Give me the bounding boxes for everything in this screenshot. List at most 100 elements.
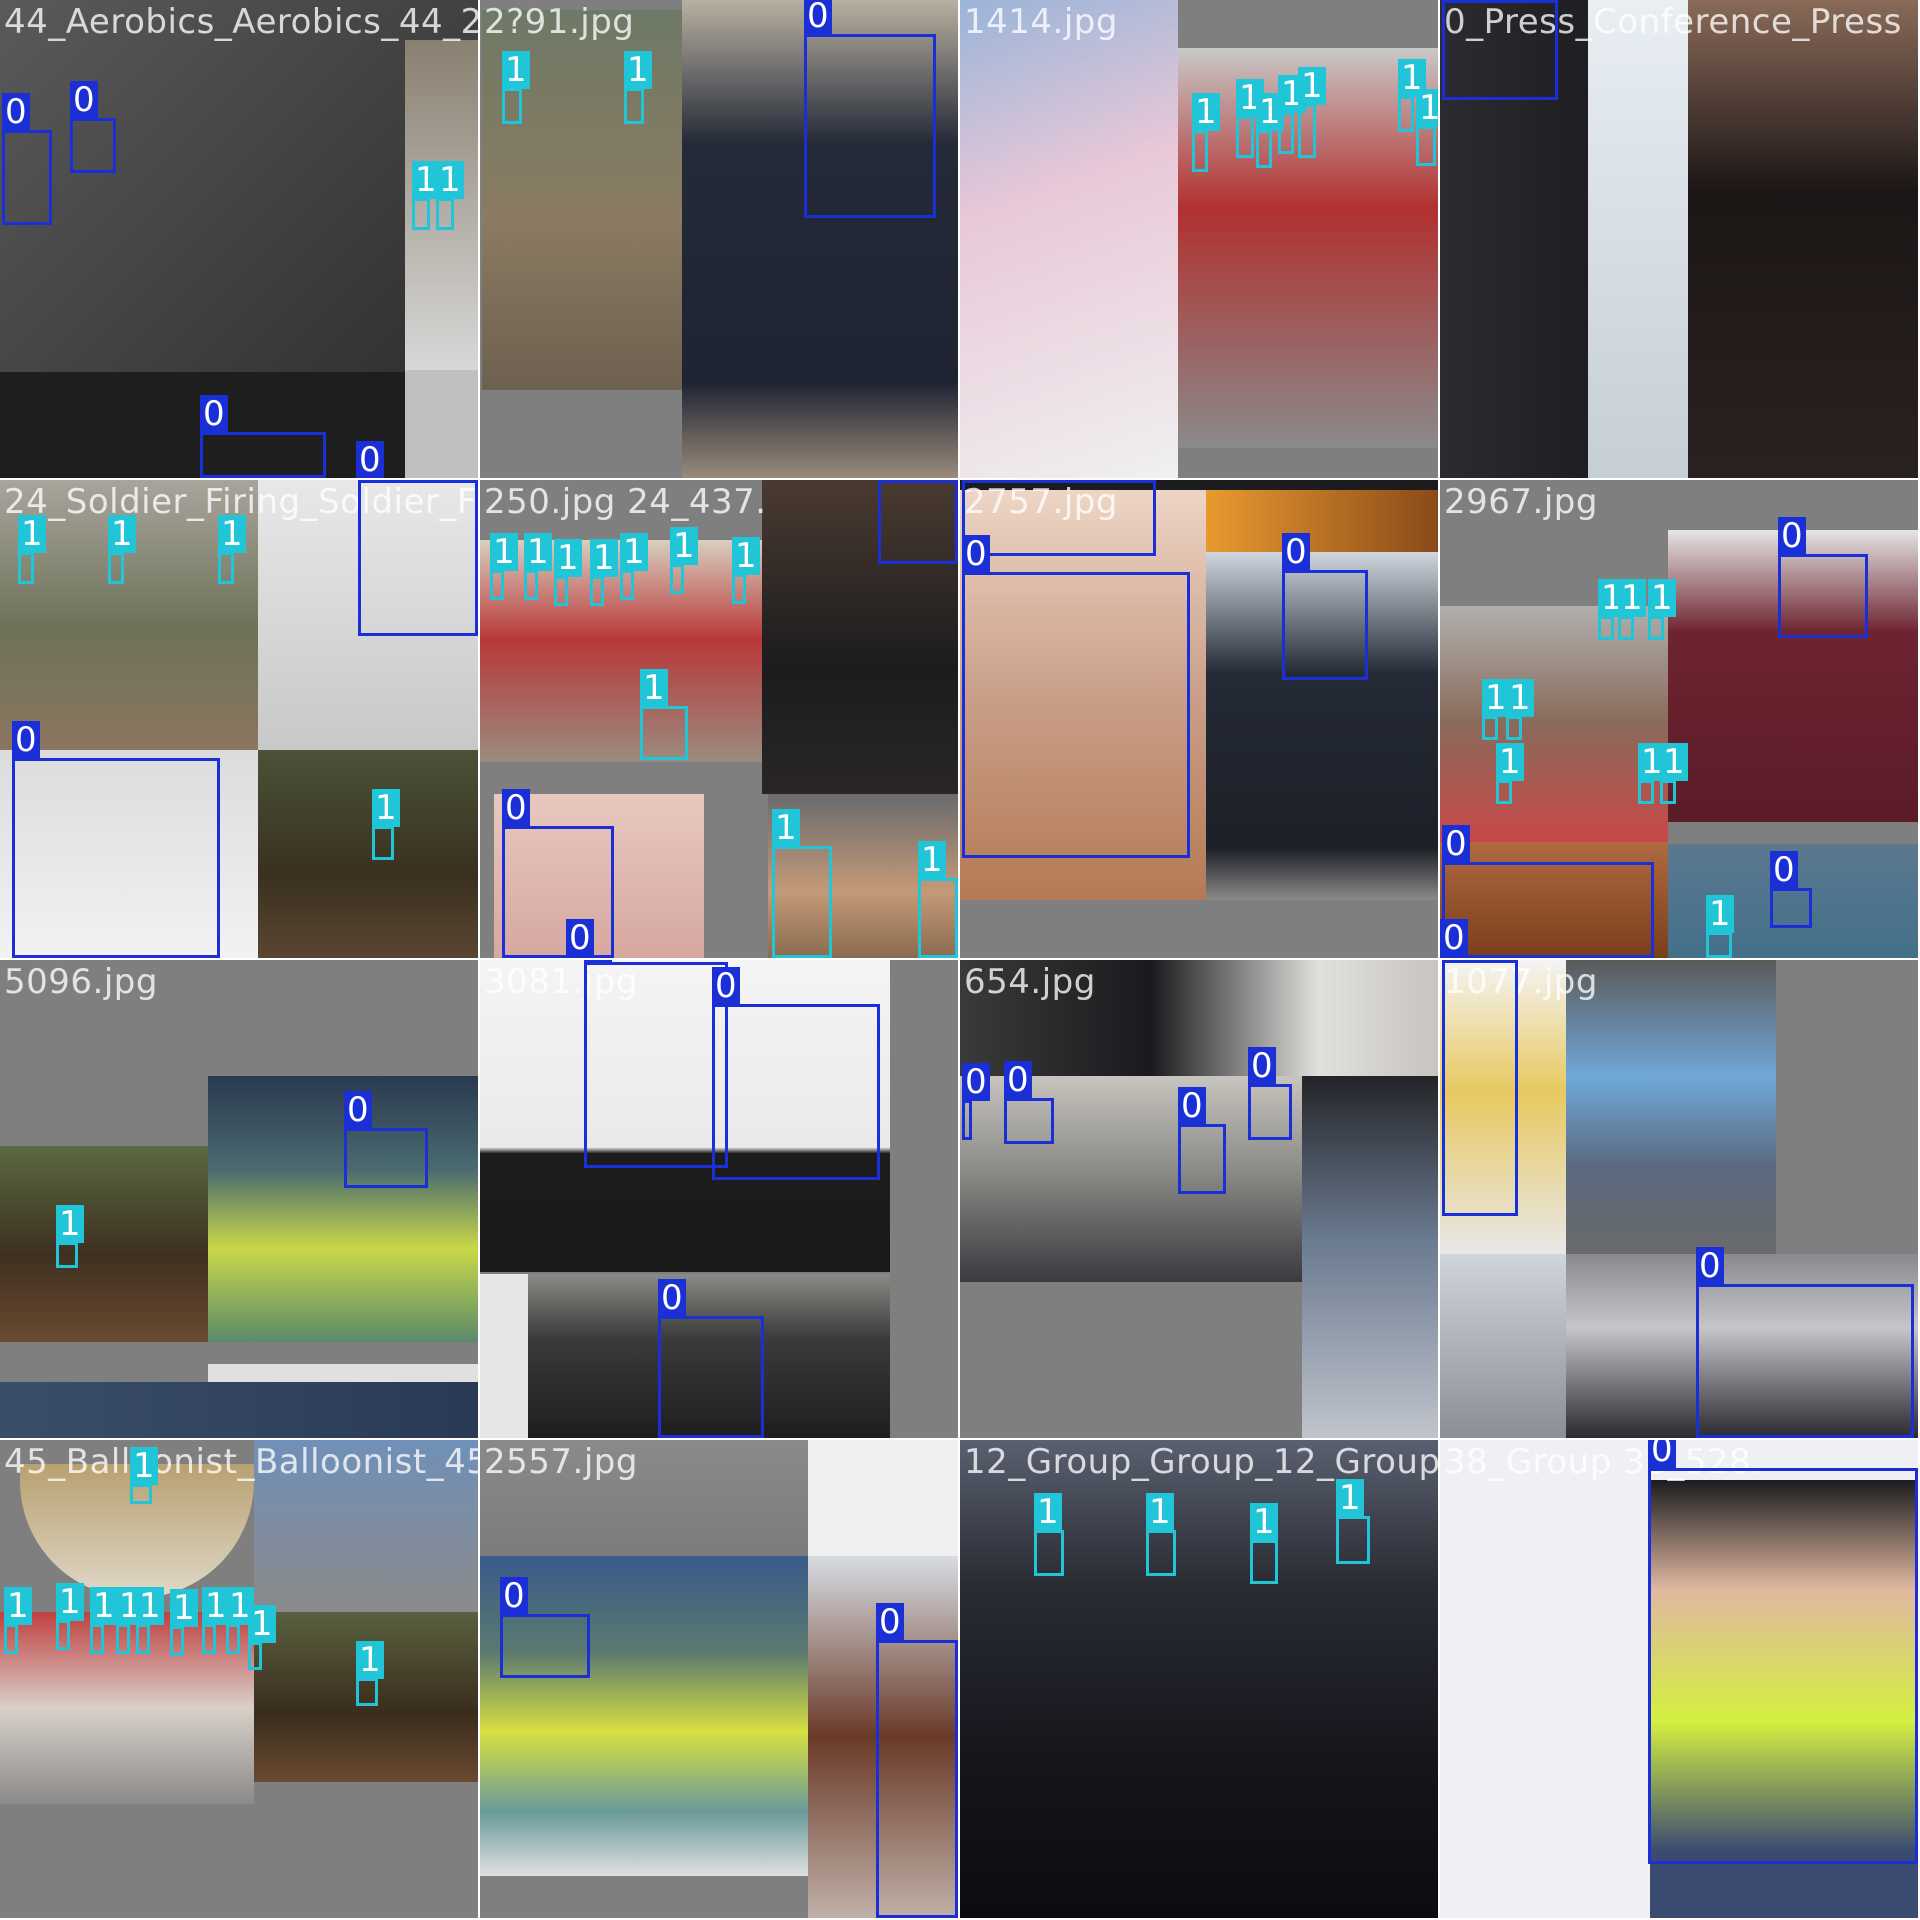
bounding-box: 1 [1416, 89, 1438, 166]
class-label: 1 [130, 1447, 158, 1485]
bounding-box: 0 [962, 535, 1190, 858]
mosaic-tile: 1077.jpg 0 0 [1440, 960, 1920, 1440]
bounding-box: 1 [1598, 579, 1626, 640]
class-label: 0 [356, 441, 384, 478]
mosaic-tile: 654.jpg 0 0 0 0 [960, 960, 1440, 1440]
bounding-box: 1 [18, 515, 46, 584]
bounding-box: 1 [1278, 75, 1306, 154]
class-label: 1 [1298, 67, 1326, 105]
class-label: 1 [1648, 579, 1676, 617]
bounding-box: 1 [524, 533, 552, 600]
bounding-box: 1 [136, 1587, 164, 1654]
bounding-box: 0 [1770, 851, 1812, 928]
bounding-box: 0 [1442, 825, 1654, 958]
class-label: 0 [962, 480, 990, 481]
bounding-box: 0 [1648, 1440, 1918, 1864]
class-label: 0 [200, 395, 228, 433]
class-label: 0 [1442, 960, 1470, 961]
bounding-box: 1 [772, 809, 832, 958]
mosaic-tile: 12_Group_Group_12_Group 1 1 1 1 [960, 1440, 1440, 1920]
tile-caption: 3081.jpg [484, 962, 638, 1002]
class-label: 1 [1336, 1479, 1364, 1517]
class-label: 1 [918, 841, 946, 879]
bounding-box: 0 [358, 480, 478, 636]
bounding-box: 1 [108, 515, 136, 584]
bounding-box: 1 [1638, 743, 1666, 804]
mosaic-tile: 5096.jpg 0 1 [0, 960, 480, 1440]
tile-caption: 2757.jpg [964, 482, 1118, 522]
tile-caption: 250.jpg 24_437. [484, 482, 767, 522]
bounding-box: 1 [116, 1587, 144, 1654]
bounding-box: 1 [1618, 579, 1646, 640]
bounding-box: 1 [1660, 743, 1688, 804]
class-label: 1 [356, 1641, 384, 1679]
tile-caption: 2967.jpg [1444, 482, 1598, 522]
bounding-box: 1 [436, 161, 464, 230]
class-label: 0 [502, 789, 530, 827]
tile-caption: 38_Group 38_528. [1444, 1442, 1763, 1482]
bounding-box: 0 [962, 480, 1156, 556]
class-label: 1 [1192, 93, 1220, 131]
class-label: 1 [670, 527, 698, 565]
tile-caption: 1414.jpg [964, 2, 1118, 42]
bounding-box: 1 [248, 1605, 276, 1670]
mosaic-tile: 3081.jpg 0 0 0 [480, 960, 960, 1440]
class-label: 1 [226, 1587, 254, 1625]
class-label: 1 [372, 789, 400, 827]
class-label: 1 [524, 533, 552, 571]
bounding-box: 1 [554, 539, 582, 606]
class-label: 1 [90, 1587, 118, 1625]
bounding-box: 1 [640, 669, 688, 760]
class-label: 0 [344, 1091, 372, 1129]
class-label: 0 [962, 1063, 990, 1101]
bounding-box: 1 [56, 1205, 84, 1268]
class-label: 1 [18, 515, 46, 553]
tile-caption: 654.jpg [964, 962, 1096, 1002]
class-label: 1 [490, 533, 518, 571]
bounding-box: 1 [732, 537, 760, 604]
tile-caption: 5096.jpg [4, 962, 158, 1002]
bounding-box: 1 [1236, 79, 1264, 158]
bounding-box: 0 [584, 960, 728, 1168]
bounding-box: 1 [1336, 1479, 1370, 1564]
class-label: 1 [1146, 1493, 1174, 1531]
class-label: 0 [1696, 1247, 1724, 1285]
class-label: 0 [962, 535, 990, 573]
class-label: 1 [1506, 679, 1534, 717]
mosaic-tile: 0_Press_Conference_Press 0 [1440, 0, 1920, 480]
mosaic-tile: 2557.jpg 0 0 [480, 1440, 960, 1920]
bounding-box: 0 [876, 1603, 958, 1918]
class-label: 0 [658, 1279, 686, 1317]
class-label: 0 [1178, 1087, 1206, 1125]
bounding-box: 0 [1248, 1047, 1292, 1140]
bounding-box: 1 [130, 1447, 158, 1504]
class-label: 1 [4, 1587, 32, 1625]
class-label: 0 [566, 919, 594, 957]
bounding-box: 0 [500, 1577, 590, 1678]
class-label: 0 [1282, 533, 1310, 571]
class-label: 0 [1248, 1047, 1276, 1085]
bounding-box: 0 [1282, 533, 1368, 680]
class-label: 1 [1618, 579, 1646, 617]
class-label: 0 [1648, 1440, 1676, 1469]
tile-caption: 2557.jpg [484, 1442, 638, 1482]
class-label: 1 [412, 161, 440, 199]
class-label: 1 [108, 515, 136, 553]
bounding-box: 1 [356, 1641, 384, 1706]
bounding-box: 0 [1004, 1061, 1054, 1144]
mosaic-tile: 38_Group 38_528. 0 [1440, 1440, 1920, 1920]
bounding-box: 1 [56, 1583, 84, 1650]
class-label: 1 [624, 51, 652, 89]
mosaic-tile: 2?91.jpg 0 1 1 [480, 0, 960, 480]
bounding-box: 0 [1442, 960, 1518, 1216]
class-label: 0 [500, 1577, 528, 1615]
bounding-box: 1 [670, 527, 698, 594]
bounding-box: 1 [1256, 93, 1284, 168]
bounding-box: 0 [1778, 517, 1868, 638]
class-label: 1 [218, 515, 246, 553]
mosaic-tile: 45_Balloonist_Balloonist_45_2 1 1 1 1 1 … [0, 1440, 480, 1920]
bounding-box: 1 [1298, 67, 1326, 158]
bounding-box: 1 [4, 1587, 32, 1654]
class-label: 1 [1250, 1503, 1278, 1541]
class-label: 0 [12, 721, 40, 759]
